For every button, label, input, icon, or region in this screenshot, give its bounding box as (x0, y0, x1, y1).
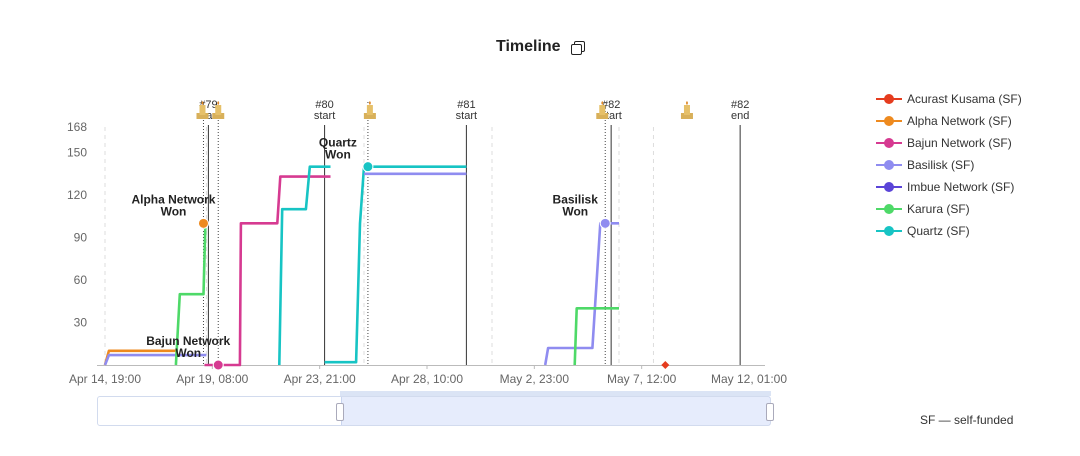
y-tick-label: 168 (67, 120, 87, 134)
winner-marker-alpha (197, 217, 209, 229)
candle-base (680, 113, 693, 119)
auction-label: #82 end (731, 99, 749, 122)
zoom-handle-left[interactable] (336, 403, 344, 421)
x-tick-label: Apr 28, 10:00 (391, 372, 463, 386)
auction-label-line: end (731, 110, 749, 122)
candle-icon (196, 101, 209, 119)
x-tick-label: Apr 14, 19:00 (69, 372, 141, 386)
series-line-karura (573, 307, 619, 366)
legend-swatch (876, 160, 902, 170)
candle-icon (363, 101, 376, 119)
x-tick-label: May 2, 23:00 (500, 372, 570, 386)
auction-label: #81 start (456, 99, 477, 122)
y-tick-label: 120 (67, 188, 87, 202)
x-tick-label: May 12, 01:00 (711, 372, 787, 386)
series-marker-acurast (661, 361, 670, 369)
winner-label-line: Won (175, 346, 201, 360)
candle-body (199, 105, 206, 115)
x-tick-label: May 7, 12:00 (607, 372, 677, 386)
legend-swatch (876, 116, 902, 126)
candle-base (196, 113, 209, 119)
winner-label-line: Won (562, 204, 588, 218)
auction-label-line: #80 (315, 99, 333, 111)
zoom-slider[interactable] (97, 396, 774, 426)
winner-label-line: Won (325, 148, 351, 162)
legend-item-basilisk[interactable]: Basilisk (SF) (876, 154, 1022, 176)
legend-swatch (876, 226, 902, 236)
candle-base (596, 113, 609, 119)
legend-swatch (876, 182, 902, 192)
auction-label-line: #82 (602, 99, 620, 111)
x-tick-label: Apr 19, 08:00 (176, 372, 248, 386)
y-tick-label: 30 (74, 316, 88, 330)
legend-item-bajun[interactable]: Bajun Network (SF) (876, 132, 1022, 154)
winner-label-line: Basilisk (553, 192, 599, 206)
candle-base (212, 113, 225, 119)
candle-icon (680, 101, 693, 119)
legend-item-acurast[interactable]: Acurast Kusama (SF) (876, 88, 1022, 110)
winner-label-line: Won (161, 204, 187, 218)
legend-swatch (876, 138, 902, 148)
legend-label: Quartz (SF) (907, 224, 970, 238)
legend-item-imbue[interactable]: Imbue Network (SF) (876, 176, 1022, 198)
series-line-quartz (278, 165, 331, 366)
series-line-basilisk (543, 222, 619, 366)
zoom-selected-range[interactable] (341, 397, 770, 425)
series-line-basilisk (103, 353, 207, 366)
winner-label: Bajun Network Won (146, 334, 230, 360)
series-line-bajun (204, 175, 331, 367)
candle-body (599, 105, 606, 115)
candle-flame (201, 101, 204, 105)
candle-icon (212, 101, 225, 119)
legend-label: Alpha Network (SF) (907, 114, 1012, 128)
legend-swatch (876, 204, 902, 214)
auction-label-line: start (456, 110, 477, 122)
x-tick-label: Apr 23, 21:00 (284, 372, 356, 386)
candle-flame (685, 101, 688, 105)
y-tick-label: 60 (74, 273, 88, 287)
legend-swatch (876, 94, 902, 104)
legend-item-quartz[interactable]: Quartz (SF) (876, 220, 1022, 242)
series-line-alpha (103, 349, 176, 366)
winner-label: Basilisk Won (553, 192, 599, 218)
legend-item-alpha[interactable]: Alpha Network (SF) (876, 110, 1022, 132)
footnote: SF — self-funded (920, 413, 1014, 427)
legend-label: Acurast Kusama (SF) (907, 92, 1022, 106)
legend-label: Basilisk (SF) (907, 158, 975, 172)
candle-base (363, 113, 376, 119)
candle-icon (596, 101, 609, 119)
winner-label-line: Alpha Network (131, 192, 215, 206)
winner-marker-quartz (362, 161, 374, 173)
copy-icon[interactable] (571, 40, 586, 55)
zoom-selection-bar[interactable] (340, 391, 771, 396)
auction-label-line: start (314, 110, 335, 122)
candle-flame (368, 101, 371, 105)
auction-label: #80 start (314, 99, 335, 122)
chart-title-bar: Timeline (0, 38, 1080, 56)
y-tick-label: 150 (67, 146, 87, 160)
legend-label: Bajun Network (SF) (907, 136, 1012, 150)
zoom-handle-right[interactable] (766, 403, 774, 421)
legend-label: Karura (SF) (907, 202, 970, 216)
candle-body (215, 105, 222, 115)
candle-flame (217, 101, 220, 105)
legend-label: Imbue Network (SF) (907, 180, 1015, 194)
winner-label-line: Bajun Network (146, 334, 230, 348)
legend-item-karura[interactable]: Karura (SF) (876, 198, 1022, 220)
winner-marker-basilisk (599, 217, 611, 229)
chart-title: Timeline (495, 38, 561, 55)
winner-label-line: Quartz (319, 136, 357, 150)
winner-label: Alpha Network Won (131, 192, 215, 218)
candle-body (366, 105, 373, 115)
candle-body (683, 105, 690, 115)
winner-marker-bajun (212, 359, 224, 371)
candle-flame (601, 101, 604, 105)
auction-label-line: #81 (457, 99, 475, 111)
auction-label-line: #82 (731, 99, 749, 111)
legend: Acurast Kusama (SF) Alpha Network (SF) Baj… (876, 88, 1022, 242)
y-tick-label: 90 (74, 231, 88, 245)
winner-label: Quartz Won (319, 136, 357, 162)
series-line-quartz (324, 165, 467, 364)
